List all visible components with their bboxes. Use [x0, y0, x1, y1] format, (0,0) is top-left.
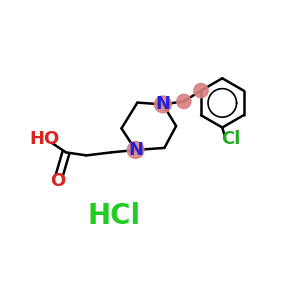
Text: O: O [50, 172, 65, 190]
Text: Cl: Cl [222, 130, 241, 148]
Text: N: N [128, 141, 143, 159]
Text: HCl: HCl [87, 202, 141, 230]
Circle shape [127, 142, 144, 158]
Circle shape [154, 96, 171, 113]
Text: N: N [155, 95, 170, 113]
Circle shape [194, 83, 208, 98]
Text: HO: HO [30, 130, 60, 148]
Circle shape [177, 94, 191, 109]
